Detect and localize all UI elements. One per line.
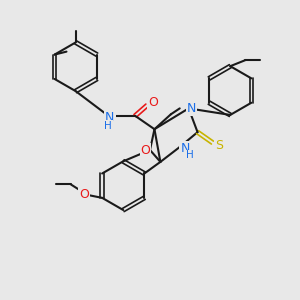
Text: N: N [180, 142, 190, 155]
Text: O: O [80, 188, 89, 201]
Text: N: N [187, 102, 196, 115]
Text: S: S [215, 139, 223, 152]
Text: H: H [186, 150, 194, 161]
Text: O: O [141, 143, 151, 157]
Text: O: O [148, 96, 158, 109]
Text: N: N [105, 111, 115, 124]
Text: H: H [104, 121, 112, 131]
